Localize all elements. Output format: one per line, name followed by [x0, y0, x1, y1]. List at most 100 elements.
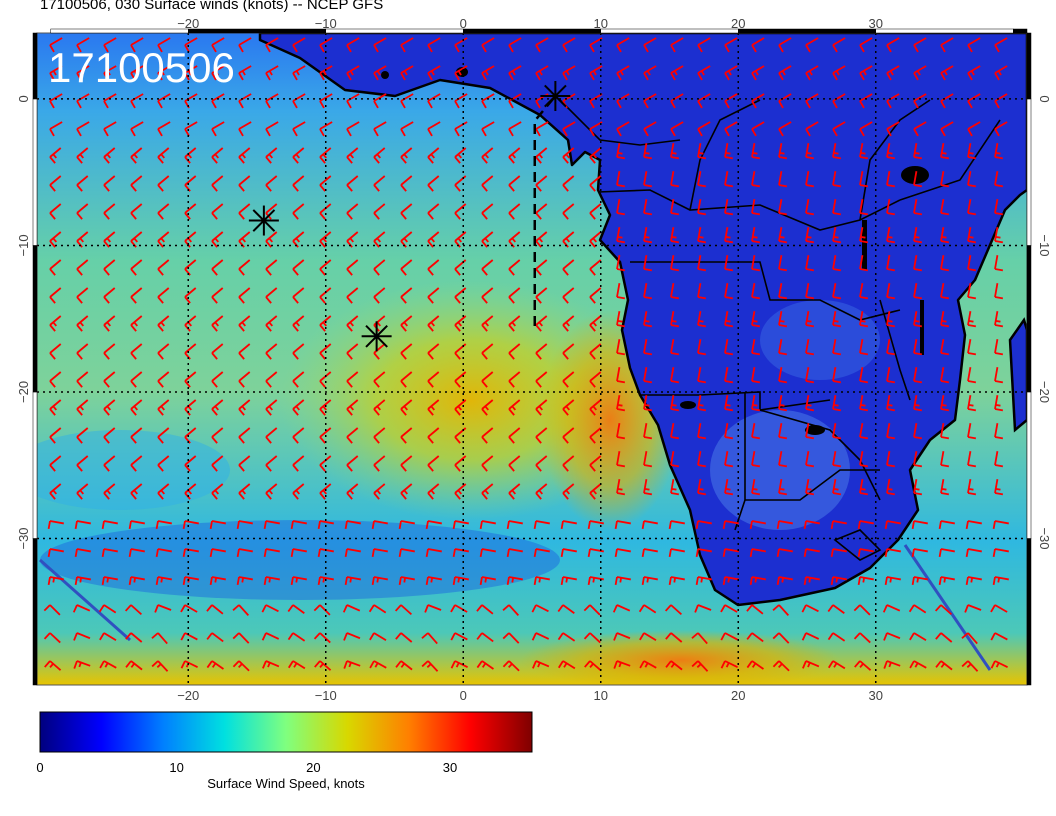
- wind-barb: [76, 121, 90, 137]
- wind-barb: [128, 548, 145, 558]
- wind-barb: [47, 520, 64, 530]
- wind-barb: [535, 427, 548, 444]
- wind-barb: [238, 483, 251, 500]
- wind-barb: [911, 576, 928, 586]
- wind-barb: [913, 367, 923, 384]
- wind-barb: [940, 37, 954, 53]
- wind-barb: [668, 520, 685, 530]
- wind-barb: [589, 371, 602, 388]
- wind-barb: [481, 483, 494, 500]
- wind-barb: [967, 143, 977, 160]
- wind-barb: [400, 231, 413, 248]
- wind-barb: [913, 479, 923, 496]
- wind-barb: [589, 287, 602, 304]
- wind-barb: [778, 143, 788, 160]
- wind-barb: [961, 660, 979, 672]
- wind-barb: [697, 311, 707, 328]
- wind-barb: [76, 287, 89, 304]
- wind-barb: [994, 199, 1004, 216]
- wind-barb: [346, 343, 359, 360]
- wind-barb: [400, 37, 414, 53]
- wind-barb: [994, 395, 1004, 412]
- wind-barb: [940, 143, 950, 160]
- wind-barb: [532, 660, 550, 669]
- wind-barb: [751, 65, 765, 81]
- wind-barb: [778, 395, 788, 412]
- wind-barb: [508, 93, 522, 109]
- wind-barb: [562, 427, 575, 444]
- wind-barb: [562, 399, 575, 416]
- wind-barb: [886, 479, 896, 496]
- wind-barb: [778, 311, 788, 328]
- wind-barb: [481, 371, 494, 388]
- wind-barb: [292, 315, 305, 332]
- wind-barb: [589, 315, 602, 332]
- wind-barb: [184, 455, 197, 472]
- wind-barb: [481, 259, 494, 276]
- wind-barb: [805, 199, 815, 216]
- wind-barb: [508, 37, 522, 53]
- page-title: 17100506, 030 Surface winds (knots) -- N…: [40, 0, 384, 13]
- wind-barb: [398, 576, 415, 586]
- wind-barb: [967, 423, 977, 440]
- wind-barb: [73, 660, 91, 669]
- wind-barb: [805, 37, 819, 53]
- wind-barb: [342, 604, 361, 613]
- wind-barb: [292, 37, 306, 53]
- wind-barb: [805, 171, 815, 188]
- wind-barb: [967, 93, 981, 109]
- wind-barb: [531, 632, 550, 641]
- wind-barb: [994, 37, 1008, 53]
- wind-barb: [319, 483, 332, 500]
- wind-barb: [49, 483, 62, 500]
- wind-barb: [883, 660, 901, 669]
- wind-barb: [940, 311, 950, 328]
- wind-barb: [938, 520, 955, 530]
- wind-barb: [913, 227, 923, 244]
- wind-barb: [967, 255, 977, 272]
- wind-barb: [832, 423, 842, 440]
- wind-barb: [992, 548, 1009, 558]
- wind-barb: [180, 632, 198, 641]
- wind-barb: [346, 37, 360, 53]
- wind-front-line: [39, 558, 131, 642]
- wind-barb: [562, 175, 575, 192]
- wind-barb: [724, 395, 734, 412]
- wind-barb: [508, 427, 521, 444]
- wind-barb: [476, 632, 494, 643]
- wind-barb: [994, 283, 1004, 300]
- wind-barb: [103, 121, 117, 137]
- wind-barb: [913, 65, 927, 81]
- wind-barb: [508, 371, 521, 388]
- wind-barb: [641, 576, 658, 586]
- wind-barb: [76, 371, 89, 388]
- wind-barb: [394, 604, 413, 616]
- wind-barb: [130, 231, 143, 248]
- wind-barb: [373, 427, 386, 444]
- wind-barb: [665, 660, 683, 671]
- wind-barb: [400, 175, 413, 192]
- wind-barb: [967, 479, 977, 496]
- lon-tick-label-bottom: 10: [594, 688, 608, 700]
- wind-barb: [613, 632, 631, 641]
- wind-barb: [287, 604, 305, 614]
- lon-tick-label-top: −10: [315, 16, 337, 31]
- wind-barb: [400, 343, 413, 360]
- wind-barb: [913, 283, 923, 300]
- wind-barb: [290, 520, 307, 530]
- wind-barb: [751, 451, 761, 468]
- wind-barb: [130, 399, 143, 416]
- wind-barb: [317, 520, 334, 530]
- wind-barb: [502, 632, 520, 644]
- wind-barb: [232, 604, 250, 617]
- wind-barb: [452, 520, 469, 530]
- wind-barb: [292, 147, 305, 164]
- wind-barb: [884, 520, 901, 530]
- wind-barb: [400, 121, 414, 137]
- wind-barb: [103, 371, 116, 388]
- wind-map: −20 −20 −10 −10 0 0 10 10 20 20 30 30 0 0 −10 −10 −20 −20…: [16, 16, 1052, 700]
- wind-barb: [697, 451, 707, 468]
- wind-barb: [724, 93, 738, 109]
- border-bar-top: [600, 28, 739, 34]
- wind-barb: [130, 315, 143, 332]
